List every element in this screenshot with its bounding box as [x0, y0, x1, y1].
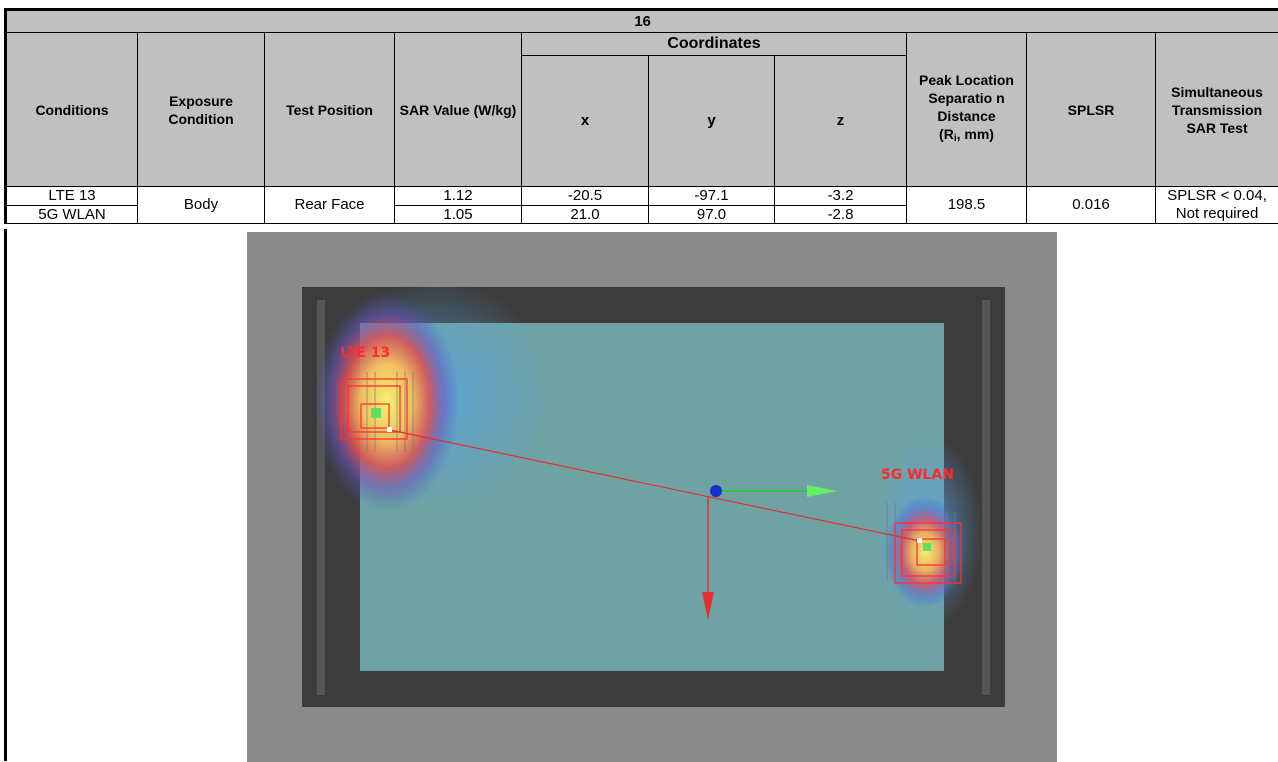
row-wlan-condition: 5G WLAN [6, 205, 138, 224]
row-lte-sar: 1.12 [395, 187, 522, 206]
header-peak-distance-unit-suffix: , mm) [957, 126, 994, 142]
row-wlan-z: -2.8 [775, 205, 907, 224]
origin-marker [710, 485, 722, 497]
simultaneous-result-line2: Not required [1176, 205, 1259, 222]
header-peak-distance-text: Peak Location Separatio n Distance [919, 72, 1014, 124]
exposure-condition-value: Body [138, 187, 265, 224]
header-z: z [775, 56, 907, 187]
row-wlan-y: 97.0 [649, 205, 775, 224]
frame-edge-right [982, 300, 990, 695]
label-5g-wlan: 5G WLAN [881, 467, 954, 483]
peak-marker-wlan [923, 543, 931, 551]
sar-hotspot-lte [315, 292, 459, 512]
header-exposure-condition: Exposure Condition [138, 33, 265, 187]
test-position-value: Rear Face [265, 187, 395, 224]
header-simultaneous-transmission: Simultaneous Transmission SAR Test [1156, 33, 1278, 187]
row-wlan-x: 21.0 [522, 205, 649, 224]
sar-results-table: 16 Conditions Exposure Condition Test Po… [4, 8, 1278, 224]
page: 16 Conditions Exposure Condition Test Po… [4, 8, 1278, 761]
header-sar-value: SAR Value (W/kg) [395, 33, 522, 187]
simultaneous-result-line1: SPLSR < 0.04, [1167, 187, 1267, 204]
table-row: LTE 13 Body Rear Face 1.12 -20.5 -97.1 -… [6, 187, 1278, 206]
label-lte-13: LTE 13 [340, 345, 390, 361]
header-test-position: Test Position [265, 33, 395, 187]
row-lte-x: -20.5 [522, 187, 649, 206]
header-peak-distance-unit-prefix: (R [939, 126, 954, 142]
sar-distribution-panel: LTE 13 5G WLAN [4, 229, 1278, 761]
row-lte-condition: LTE 13 [6, 187, 138, 206]
header-x: x [522, 56, 649, 187]
row-lte-z: -3.2 [775, 187, 907, 206]
header-y: y [649, 56, 775, 187]
row-wlan-sar: 1.05 [395, 205, 522, 224]
peak-distance-value: 198.5 [907, 187, 1027, 224]
line-endpoint-lte [387, 427, 392, 432]
header-splsr: SPLSR [1027, 33, 1156, 187]
table-title: 16 [6, 10, 1278, 33]
peak-marker-lte [371, 408, 381, 418]
sar-distribution-image: LTE 13 5G WLAN [247, 232, 1057, 762]
sar-hotspot-wlan [885, 497, 965, 607]
header-coordinates: Coordinates [522, 33, 907, 56]
splsr-value: 0.016 [1027, 187, 1156, 224]
header-conditions: Conditions [6, 33, 138, 187]
line-endpoint-wlan [917, 538, 922, 543]
row-lte-y: -97.1 [649, 187, 775, 206]
header-peak-distance: Peak Location Separatio n Distance (Ri, … [907, 33, 1027, 187]
simultaneous-result: SPLSR < 0.04, Not required [1156, 187, 1278, 224]
